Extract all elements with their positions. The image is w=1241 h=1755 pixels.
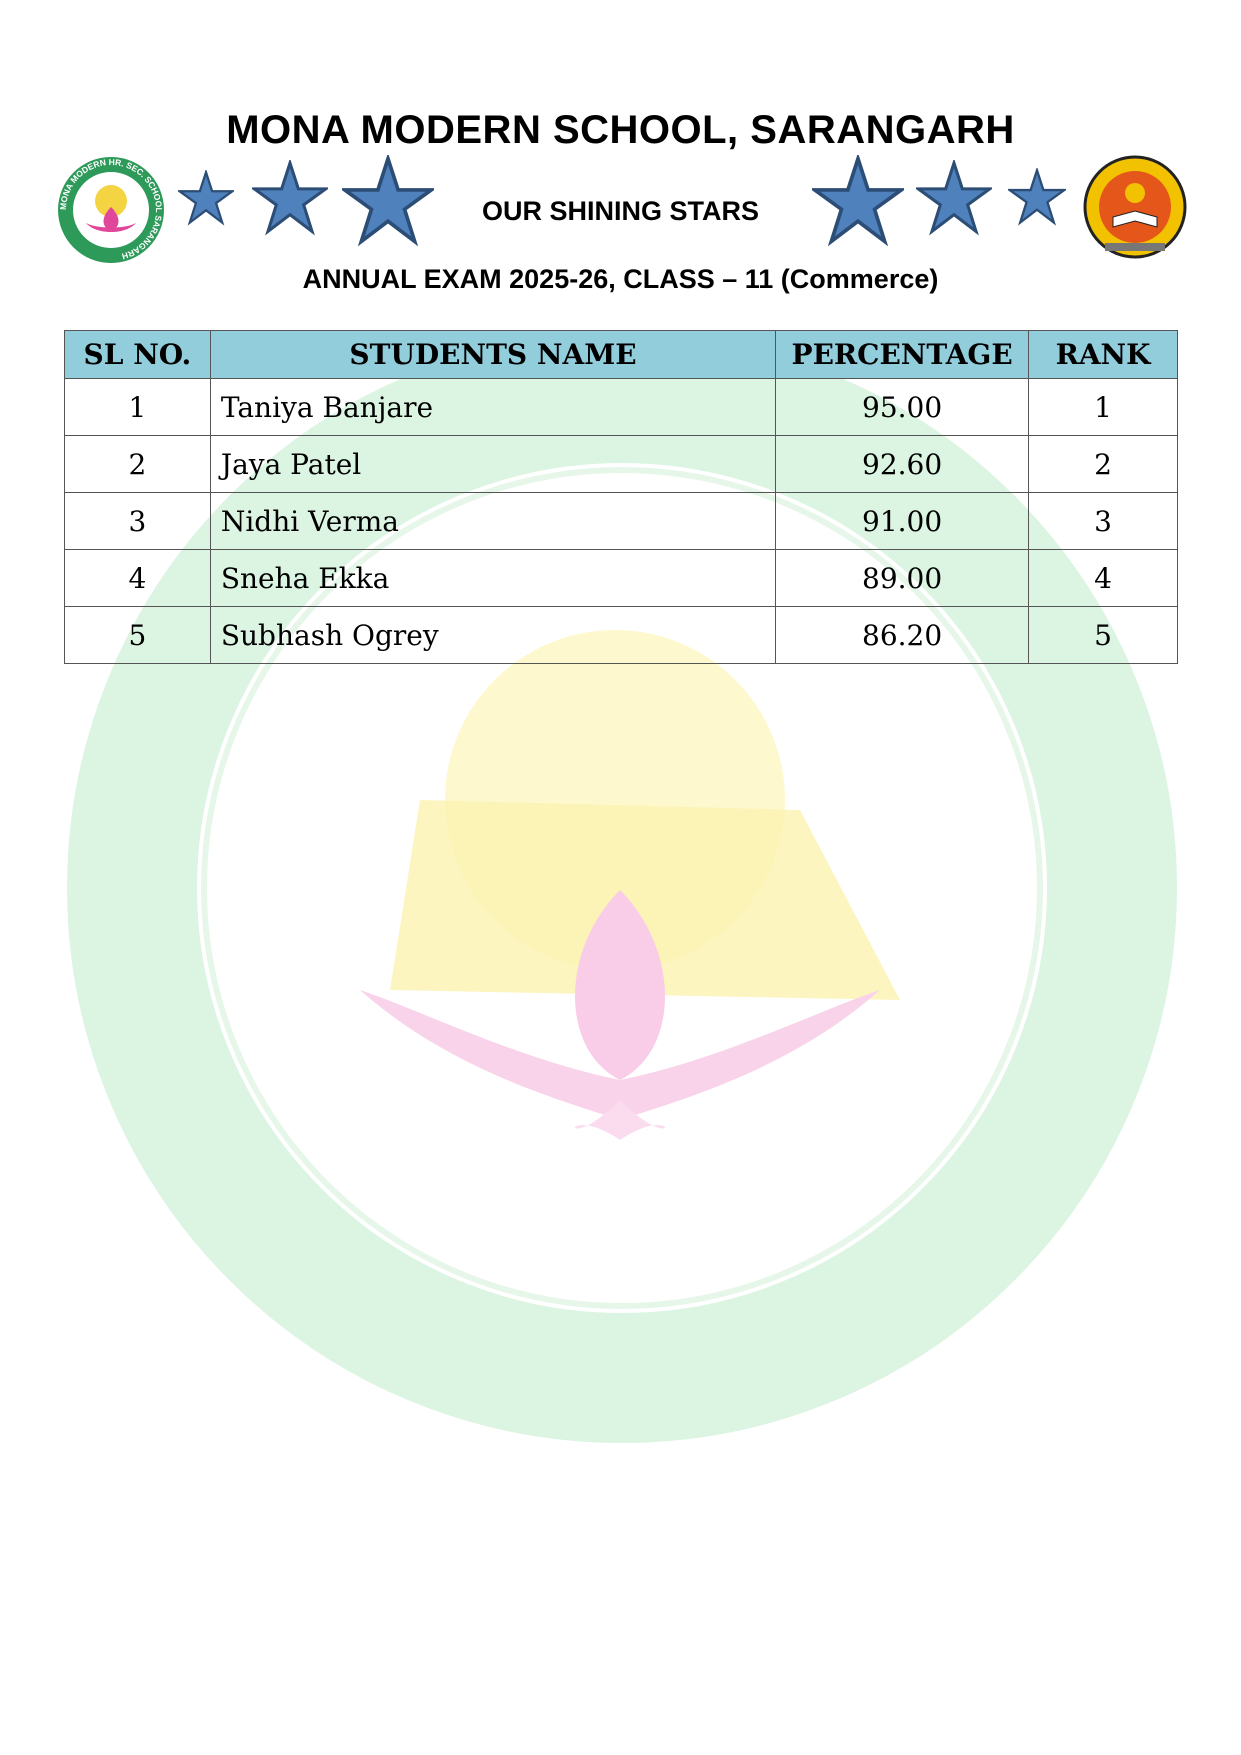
- cell-sl: 4: [64, 549, 211, 607]
- cell-name: Jaya Patel: [209, 435, 777, 493]
- table-header-row: SL NO. STUDENTS NAME PERCENTAGE RANK: [64, 330, 1178, 379]
- star-icon: [916, 160, 992, 236]
- cell-sl: 2: [64, 435, 211, 493]
- exam-title: ANNUAL EXAM 2025-26, CLASS – 11 (Commerc…: [302, 264, 939, 294]
- star-icon: [178, 170, 234, 226]
- table-row: 1 Taniya Banjare 95.00 1: [64, 378, 1178, 436]
- school-logo-left: MONA MODERN HR. SEC. SCHOOL SARANGARH: [58, 157, 164, 263]
- column-header-name: STUDENTS NAME: [209, 330, 777, 379]
- column-header-rank: RANK: [1028, 330, 1178, 379]
- table-row: 5 Subhash Ogrey 86.20 5: [64, 606, 1178, 664]
- cell-rank: 4: [1028, 549, 1178, 607]
- tagline: OUR SHINING STARS: [481, 196, 759, 226]
- star-icon: [1008, 168, 1066, 226]
- star-icon: [812, 155, 904, 247]
- star-icon: [342, 155, 434, 247]
- cell-percentage: 92.60: [775, 435, 1030, 493]
- results-table: SL NO. STUDENTS NAME PERCENTAGE RANK 1 Ta…: [64, 330, 1178, 664]
- board-logo-right: [1083, 155, 1187, 259]
- table-row: 4 Sneha Ekka 89.00 4: [64, 549, 1178, 607]
- cell-percentage: 89.00: [775, 549, 1030, 607]
- cell-rank: 3: [1028, 492, 1178, 550]
- table-row: 2 Jaya Patel 92.60 2: [64, 435, 1178, 493]
- school-name: MONA MODERN SCHOOL, SARANGARH: [226, 108, 1015, 152]
- cell-sl: 3: [64, 492, 211, 550]
- cell-rank: 1: [1028, 378, 1178, 436]
- cell-percentage: 91.00: [775, 492, 1030, 550]
- cell-rank: 2: [1028, 435, 1178, 493]
- cell-percentage: 86.20: [775, 606, 1030, 664]
- table-row: 3 Nidhi Verma 91.00 3: [64, 492, 1178, 550]
- cell-sl: 1: [64, 378, 211, 436]
- cell-percentage: 95.00: [775, 378, 1030, 436]
- cell-sl: 5: [64, 606, 211, 664]
- cell-rank: 5: [1028, 606, 1178, 664]
- star-icon: [252, 160, 328, 236]
- cell-name: Nidhi Verma: [209, 492, 777, 550]
- cell-name: Sneha Ekka: [209, 549, 777, 607]
- cell-name: Subhash Ogrey: [209, 606, 777, 664]
- column-header-percentage: PERCENTAGE: [775, 330, 1030, 379]
- column-header-sl: SL NO.: [64, 330, 211, 379]
- cell-name: Taniya Banjare: [209, 378, 777, 436]
